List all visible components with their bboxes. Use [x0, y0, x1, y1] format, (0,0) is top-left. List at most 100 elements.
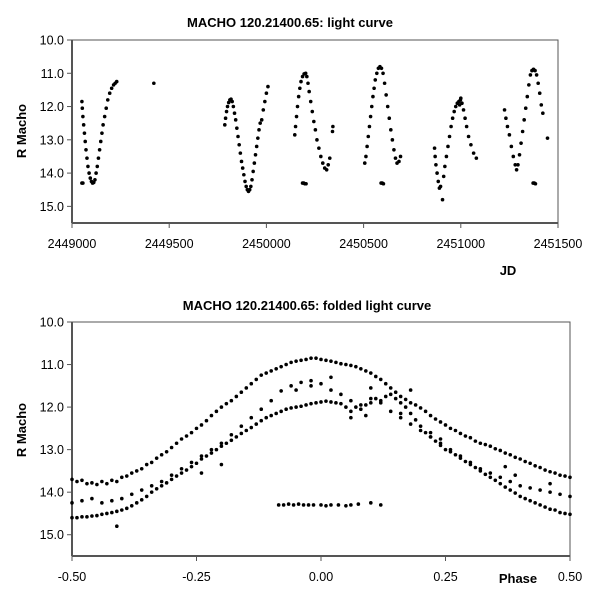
data-point	[269, 413, 274, 418]
data-point	[319, 154, 323, 159]
data-point	[179, 437, 184, 441]
data-point	[457, 103, 462, 107]
data-point	[189, 430, 194, 435]
data-point	[418, 428, 423, 433]
data-point	[436, 179, 441, 184]
data-point	[356, 502, 361, 506]
data-point	[372, 86, 376, 91]
data-point	[219, 405, 224, 409]
x-tick-label: 0.25	[433, 570, 457, 584]
y-tick-label: 11.0	[41, 358, 64, 372]
data-point	[257, 128, 261, 132]
data-point	[269, 398, 274, 403]
data-point	[362, 161, 367, 165]
data-point	[334, 360, 338, 365]
data-point	[568, 512, 572, 517]
data-point	[327, 156, 332, 160]
y-tick-label: 14.0	[40, 486, 64, 500]
data-point	[254, 377, 259, 382]
data-point	[458, 431, 463, 436]
data-point	[70, 477, 74, 482]
x-axis-label: Phase	[499, 571, 537, 586]
data-point	[548, 507, 552, 512]
data-point	[311, 503, 316, 507]
data-point	[339, 361, 343, 366]
y-axis-label: R Macho	[14, 403, 29, 457]
data-point	[115, 524, 119, 529]
data-point	[339, 392, 343, 397]
data-point	[110, 478, 114, 483]
data-point	[294, 405, 298, 409]
data-point	[498, 475, 503, 480]
data-point	[120, 475, 124, 480]
data-point	[330, 129, 335, 134]
data-point	[448, 426, 453, 431]
data-point	[390, 138, 395, 142]
data-point	[219, 462, 224, 467]
data-point	[488, 444, 493, 449]
x-tick-label: 0.00	[309, 570, 333, 584]
data-point	[306, 81, 310, 86]
data-point	[371, 94, 375, 99]
data-point	[473, 439, 478, 443]
data-point	[301, 503, 306, 507]
data-point	[129, 471, 134, 475]
data-point	[279, 389, 283, 393]
data-point	[471, 151, 476, 155]
data-point	[433, 417, 438, 421]
data-point	[81, 114, 85, 119]
data-point	[503, 464, 508, 469]
x-tick-label: -0.50	[58, 570, 87, 584]
data-point	[304, 403, 308, 407]
x-axis-label: JD	[500, 263, 517, 278]
data-point	[115, 509, 119, 514]
y-axis-label: R Macho	[14, 104, 29, 158]
data-point	[312, 119, 316, 124]
data-point	[209, 413, 214, 418]
data-point	[381, 71, 385, 76]
data-point	[105, 511, 109, 516]
data-point	[452, 109, 456, 114]
data-point	[568, 475, 572, 480]
data-point	[281, 503, 286, 507]
data-point	[513, 455, 518, 460]
data-point	[100, 131, 104, 135]
data-point	[164, 481, 169, 485]
data-point	[393, 390, 398, 395]
data-point	[199, 457, 204, 461]
data-point	[124, 474, 129, 478]
data-point	[259, 118, 264, 122]
data-point	[97, 148, 102, 152]
data-point	[254, 144, 259, 149]
data-point	[527, 83, 531, 87]
data-point	[518, 457, 522, 461]
data-point	[528, 461, 532, 466]
data-point	[243, 179, 247, 184]
data-point	[528, 486, 532, 490]
x-tick-label: 2450000	[242, 237, 291, 251]
data-point	[375, 71, 379, 76]
data-point	[359, 367, 363, 371]
data-point	[239, 431, 244, 436]
data-point	[169, 445, 174, 450]
data-point	[553, 471, 557, 475]
data-point	[284, 362, 288, 367]
data-point	[324, 399, 328, 403]
data-point	[502, 108, 507, 112]
data-point	[438, 437, 443, 441]
data-point	[534, 73, 539, 77]
data-point	[249, 184, 253, 189]
data-point	[80, 498, 84, 503]
data-point	[378, 398, 383, 403]
data-point	[84, 148, 88, 152]
data-point	[129, 503, 134, 508]
data-point	[488, 475, 493, 480]
data-point	[244, 184, 248, 189]
y-tick-label: 13.0	[40, 443, 64, 457]
data-point	[364, 413, 368, 418]
x-tick-label: 0.50	[558, 570, 582, 584]
x-tick-label: 2451500	[534, 237, 583, 251]
data-point	[253, 152, 258, 157]
data-point	[179, 471, 184, 475]
data-point	[513, 162, 518, 167]
